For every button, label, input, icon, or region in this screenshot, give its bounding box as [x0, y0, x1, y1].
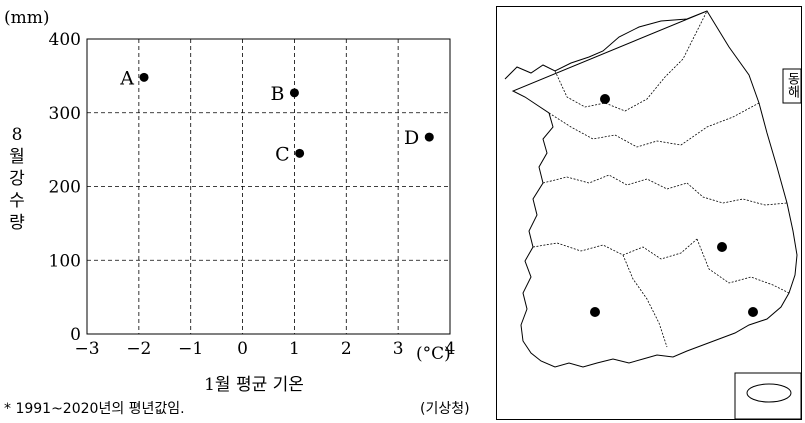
- y-tick-label: 300: [49, 104, 81, 124]
- y-tick-labels: 0 100 200 300 400: [49, 30, 81, 345]
- data-point: [289, 88, 299, 98]
- peninsula-outline: [504, 10, 798, 368]
- data-point-label: D: [404, 127, 419, 149]
- data-point: [424, 132, 434, 142]
- data-point-label: C: [275, 143, 290, 165]
- x-tick-label: 3: [393, 339, 404, 359]
- sea-label-box: [782, 68, 802, 104]
- y-axis-label-char: 강: [9, 169, 25, 189]
- chart-axes: [86, 38, 451, 335]
- x-tick-label: 1: [289, 339, 300, 359]
- y-axis-label-char: 수: [9, 191, 25, 211]
- x-tick-label: −2: [126, 339, 151, 359]
- y-axis-label-char: 8: [12, 125, 23, 145]
- x-unit-label: (°C): [416, 344, 451, 364]
- x-tick-labels: −3 −2 −1 0 1 2 3 4: [74, 339, 455, 359]
- city-marker: [590, 307, 600, 317]
- data-point: [139, 72, 149, 82]
- map-drawing: 동해: [504, 10, 802, 420]
- footnote: * 1991~2020년의 평년값임.: [4, 401, 185, 417]
- x-tick-label: −1: [178, 339, 203, 359]
- y-axis-label-char: 월: [9, 147, 25, 167]
- source-label: (기상청): [420, 401, 470, 417]
- sea-label: 동해: [785, 72, 800, 98]
- province-borders: [532, 10, 790, 348]
- y-axis-label-char: 량: [9, 213, 25, 233]
- y-unit-label: (mm): [4, 8, 50, 28]
- chart-grid: [87, 39, 450, 334]
- scatter-chart: −3 −2 −1 0 1 2 3 4 0 100 200 300 400 A B C D (mm) (°C)…: [4, 8, 455, 395]
- korea-map: 동해: [496, 6, 802, 420]
- plot-frame: [86, 38, 451, 335]
- y-tick-label: 0: [70, 325, 81, 345]
- data-point-label: A: [119, 67, 134, 89]
- y-tick-label: 100: [49, 251, 81, 271]
- y-tick-label: 400: [49, 30, 81, 50]
- data-point: [295, 148, 305, 158]
- data-points: A B C D: [119, 67, 434, 165]
- jeju-island: [746, 383, 792, 403]
- x-tick-label: 2: [341, 339, 352, 359]
- x-tick-label: 0: [237, 339, 248, 359]
- jeju-inset: [734, 372, 802, 420]
- city-marker: [748, 307, 758, 317]
- x-axis-label: 1월 평균 기온: [204, 375, 304, 395]
- city-marker: [717, 242, 727, 252]
- city-marker: [600, 94, 610, 104]
- y-tick-label: 200: [49, 178, 81, 198]
- data-point-label: B: [270, 83, 284, 105]
- x-tick-label: −3: [74, 339, 99, 359]
- x-tick-label: 4: [445, 339, 456, 359]
